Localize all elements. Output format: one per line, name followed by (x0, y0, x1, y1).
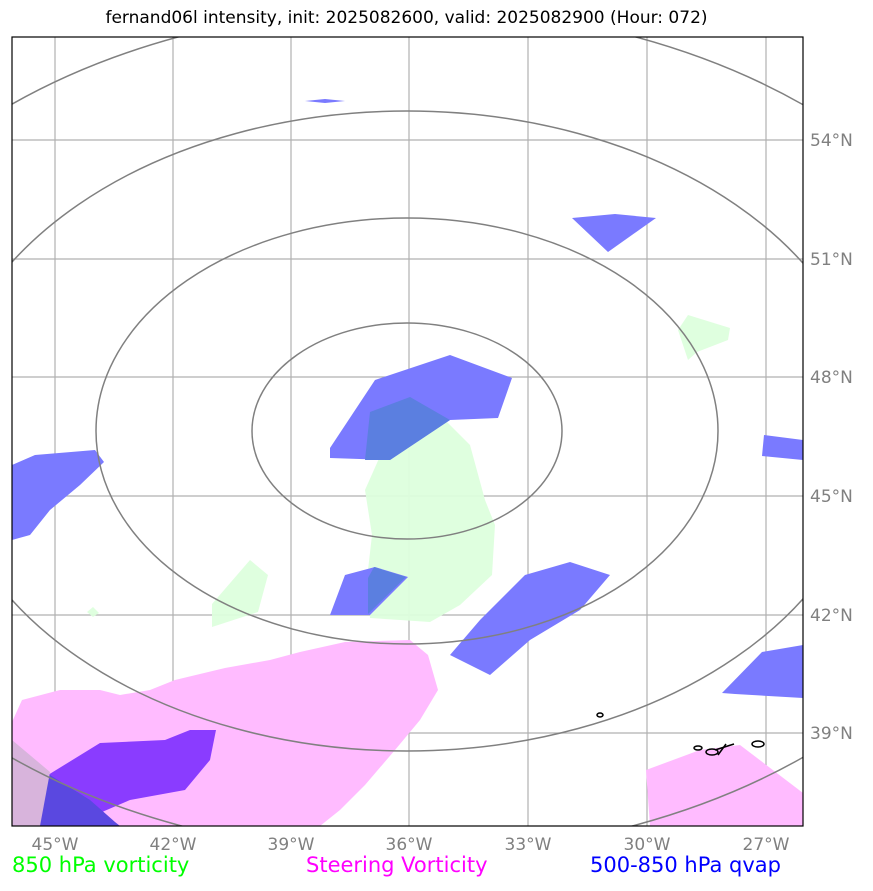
vorticity-blob-small (87, 607, 99, 617)
steering-blob-southeast (646, 745, 803, 826)
vorticity-blob-west (212, 560, 268, 627)
lat-label-45n: 45°N (810, 487, 853, 507)
ring-3 (12, 110, 803, 752)
contour-mark-5 (714, 743, 735, 751)
intensity-rings (12, 37, 803, 826)
qvap-blob-southeast (450, 562, 610, 675)
lat-label-42n: 42°N (810, 606, 853, 626)
overlap-blob-dark (35, 775, 120, 826)
legend-qvap: 500-850 hPa qvap (590, 853, 781, 877)
ring-2 (95, 217, 719, 645)
qvap-blob-northeast (572, 214, 656, 252)
lon-label-27w: 27°W (743, 835, 790, 855)
lon-label-30w: 30°W (624, 835, 671, 855)
contour-mark-3 (705, 748, 719, 756)
qvap-blob-east (762, 435, 803, 460)
lon-label-42w: 42°W (150, 835, 197, 855)
ring-1 (251, 322, 563, 540)
lon-label-33w: 33°W (505, 835, 552, 855)
vorticity-blob-northeast (678, 315, 730, 360)
black-contours (596, 712, 765, 756)
overlap-blob-center (365, 397, 450, 460)
vorticity-blob-center (365, 415, 495, 622)
map-title: fernand06l intensity, init: 2025082600, … (105, 8, 708, 28)
lon-label-36w: 36°W (386, 835, 433, 855)
lat-label-48n: 48°N (810, 368, 853, 388)
longitude-axis: 45°W 42°W 39°W 36°W 33°W 30°W 27°W (32, 835, 790, 855)
vorticity-850-layer (87, 315, 730, 627)
lat-label-51n: 51°N (810, 250, 853, 270)
legend-850-vorticity: 850 hPa vorticity (12, 853, 190, 877)
lon-label-45w: 45°W (32, 835, 79, 855)
qvap-blob-north (305, 99, 345, 103)
lat-label-39n: 39°N (810, 724, 853, 744)
overlap-blob-corner (12, 740, 50, 826)
qvap-blob-west (12, 450, 104, 540)
latitude-axis: 54°N 51°N 48°N 45°N 42°N 39°N (810, 131, 853, 744)
contour-mark-2 (693, 745, 703, 751)
contour-mark-6 (751, 740, 765, 748)
lat-label-54n: 54°N (810, 131, 853, 151)
map-plot-area (12, 37, 803, 826)
qvap-blob-far-east (722, 645, 803, 698)
legend-steering-vorticity: Steering Vorticity (306, 853, 488, 877)
plot-frame (11, 36, 804, 827)
contour-mark-4 (717, 743, 727, 756)
contour-mark-1 (596, 712, 604, 718)
lon-label-39w: 39°W (268, 835, 315, 855)
overlap-blob-south (368, 567, 406, 614)
